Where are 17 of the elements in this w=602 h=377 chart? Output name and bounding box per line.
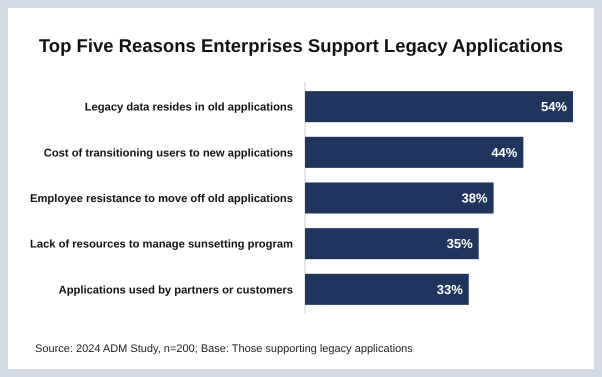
bar bbox=[305, 228, 479, 260]
y-tick-label: Applications used by partners or customers bbox=[58, 284, 293, 296]
y-tick-label: Legacy data resides in old applications bbox=[84, 102, 293, 114]
bar bbox=[305, 274, 469, 305]
data-label: 35% bbox=[446, 236, 474, 252]
y-tick-label: Employee resistance to move off old applications bbox=[30, 192, 293, 205]
data-label: 38% bbox=[462, 190, 488, 206]
data-label: 33% bbox=[436, 282, 464, 297]
data-label: 44% bbox=[491, 144, 518, 160]
chart-title: Top Five Reasons Enterprises Support Legacy Applications bbox=[38, 35, 564, 56]
bar bbox=[305, 182, 494, 214]
y-tick-label: Cost of transitioning users to new applications bbox=[44, 147, 293, 160]
bar bbox=[305, 91, 573, 122]
data-label: 54% bbox=[540, 99, 568, 114]
bar bbox=[305, 136, 524, 168]
y-tick-label: Lack of resources to manage sunsetting program bbox=[30, 238, 294, 251]
source-note: Source: 2024 ADM Study, n=200; Base: Those supporting legacy applications bbox=[35, 343, 414, 355]
